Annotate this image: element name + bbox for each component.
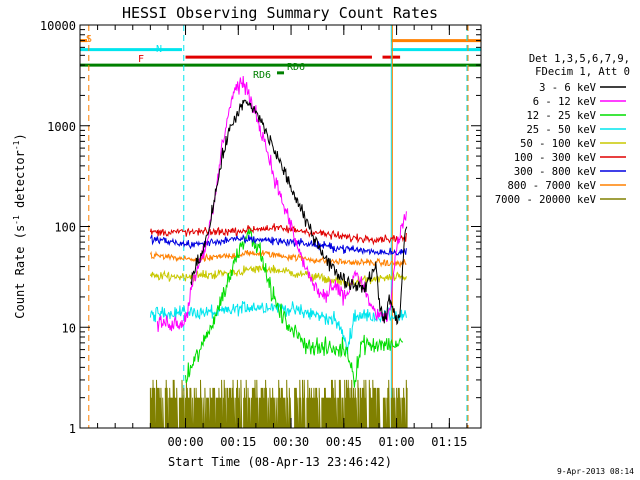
y-axis-label-part: ) (13, 133, 27, 140)
y-axis-label-sup: -1 (12, 140, 21, 150)
chart-title: HESSI Observing Summary Count Rates (122, 4, 438, 22)
legend-header: FDecim 1, Att 0 (535, 66, 630, 78)
legend-label: 25 - 50 keV (526, 124, 596, 136)
series-line-300-800 (149, 234, 407, 256)
timestamp: 9-Apr-2013 08:14 (557, 467, 634, 476)
y-axis-label-sup: -1 (12, 215, 21, 225)
series-line-100-300 (149, 223, 407, 246)
legend-label: 800 - 7000 keV (507, 180, 596, 192)
series-line-3-6 (190, 99, 408, 326)
flag-label-n: N (156, 44, 162, 55)
y-axis-label: Count Rate (s-1 detector-1) (12, 133, 27, 318)
legend-header: Det 1,3,5,6,7,9, (529, 53, 630, 65)
flag-label-rd6: RD6 (253, 70, 271, 81)
flag-label-f: F (138, 54, 144, 65)
legend-label: 7000 - 20000 keV (495, 194, 597, 206)
series-line-12-25 (185, 228, 404, 388)
x-axis: 00:00 00:15 00:30 00:45 01:00 01:15 (79, 25, 468, 449)
series-line-50-100 (149, 264, 407, 288)
x-tick-label: 00:45 (326, 435, 362, 449)
flag-labels: S N F RD6 RD6 (86, 34, 305, 81)
y-tick-label: 10 (62, 321, 76, 335)
series-line-7000-20000 (149, 379, 408, 429)
legend-label: 6 - 12 keV (533, 96, 597, 108)
x-tick-label: 00:30 (273, 435, 309, 449)
y-tick-label: 10000 (40, 19, 76, 33)
y-axis-label-part: Count Rate (s (13, 225, 27, 319)
legend-label: 300 - 800 keV (514, 166, 597, 178)
series-line-25-50 (149, 300, 407, 355)
y-axis-label-part: detector (13, 150, 27, 215)
x-axis-label: Start Time (08-Apr-13 23:46:42) (168, 455, 392, 469)
legend-label: 3 - 6 keV (539, 82, 597, 94)
y-tick-label: 100 (54, 221, 76, 235)
series-line-800-7000 (149, 249, 407, 268)
legend-label: 50 - 100 keV (520, 138, 597, 150)
flag-bars (80, 39, 481, 75)
x-tick-label: 01:15 (431, 435, 467, 449)
flag-label-s: S (86, 34, 92, 45)
x-tick-label: 00:15 (220, 435, 256, 449)
legend-label: 100 - 300 keV (514, 152, 597, 164)
y-axis: 1 10 100 1000 10000 (40, 19, 481, 436)
legend: Det 1,3,5,6,7,9,FDecim 1, Att 0 3 - 6 keV… (495, 53, 630, 206)
series-lines (149, 75, 408, 429)
x-tick-label: 00:00 (167, 435, 203, 449)
series-line-6-12 (156, 75, 407, 332)
y-tick-label: 1 (69, 422, 76, 436)
x-tick-label: 01:00 (379, 435, 415, 449)
legend-label: 12 - 25 keV (526, 110, 596, 122)
flag-label-rd6: RD6 (287, 62, 305, 73)
y-tick-label: 1000 (47, 120, 76, 134)
